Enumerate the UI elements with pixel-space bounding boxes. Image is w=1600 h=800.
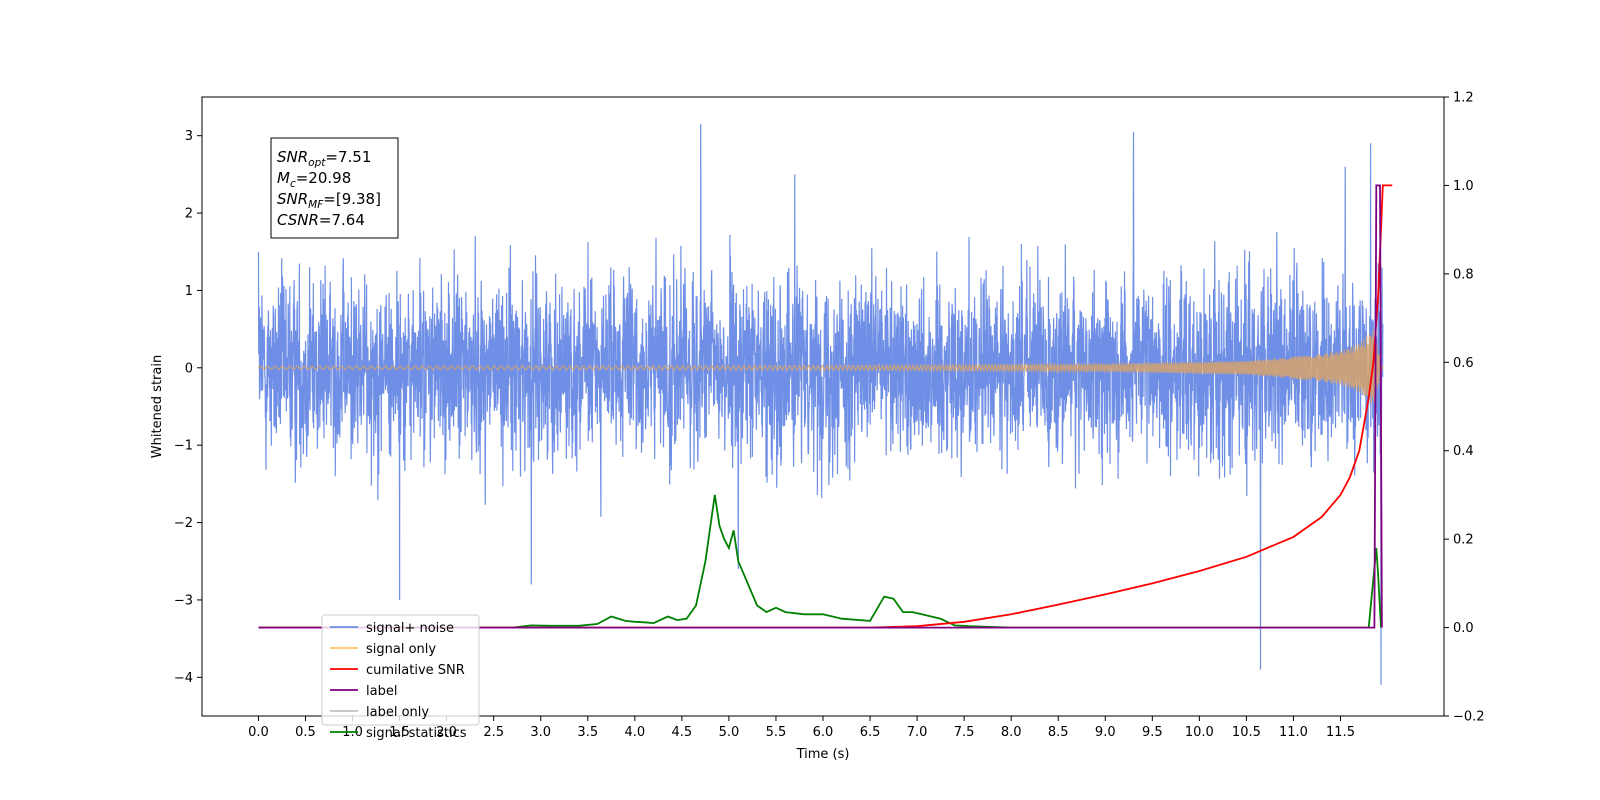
annotation-subscript: c (290, 178, 296, 190)
x-tick-label: 8.5 (1048, 725, 1069, 740)
x-tick-label: 11.0 (1279, 725, 1308, 740)
annotation-value: =7.51 (325, 148, 371, 166)
y2-tick-label: −0.2 (1453, 710, 1485, 725)
x-tick-label: 2.0 (436, 725, 457, 740)
annotation-symbol: SNR (277, 148, 308, 166)
y2-tick-label: 0.8 (1453, 267, 1474, 282)
legend: signal+ noise signal only cumilative SNR la… (321, 614, 480, 741)
y-tick-label: −1 (174, 439, 193, 454)
x-tick-label: 6.5 (860, 725, 881, 740)
x-tick-label: 4.0 (624, 725, 645, 740)
annotation-symbol: CSNR (277, 211, 319, 229)
x-tick-label: 9.0 (1095, 725, 1116, 740)
x-tick-label: 2.5 (483, 725, 504, 740)
y-tick-label: −2 (174, 516, 193, 531)
annotation-subscript: MF (308, 199, 324, 211)
series-line-signal-statistics (258, 494, 1382, 629)
y-tick-label: 0 (185, 361, 193, 376)
x-tick-label: 9.5 (1142, 725, 1163, 740)
x-tick-label: 0.5 (295, 725, 316, 740)
annotation-value: =[9.38] (323, 190, 381, 208)
y-tick-label: 2 (185, 207, 193, 222)
y-tick-label: −4 (174, 671, 193, 686)
series-line-signal-only (257, 329, 1384, 405)
y2-tick-label: 0.4 (1453, 444, 1474, 459)
axes: 0.0 0.5 1.0 1.5 2.0 2.5 3.0 3.5 4.0 4.5 5.0 5.5 6.0 6… (150, 91, 1485, 763)
series-line-label (258, 184, 1383, 629)
x-tick-label: 7.0 (907, 725, 928, 740)
legend-label: label (366, 684, 397, 699)
y2-tick-label: 1.2 (1453, 91, 1474, 106)
x-tick-label: 4.5 (672, 725, 693, 740)
x-tick-label: 6.0 (813, 725, 834, 740)
x-tick-label: 3.5 (577, 725, 598, 740)
annotation-line: SNRopt=7.51 (277, 148, 371, 169)
x-tick-label: 0.0 (248, 725, 269, 740)
y-axis-label: Whitened strain (150, 355, 165, 458)
x-tick-label: 11.5 (1326, 725, 1355, 740)
x-tick-label: 8.0 (1001, 725, 1022, 740)
annotation-symbol: SNR (277, 190, 308, 208)
x-tick-label: 7.5 (954, 725, 975, 740)
annotation-symbol: M (277, 169, 290, 187)
annotation-frame (270, 137, 399, 239)
y2-tick-label: 0.0 (1453, 621, 1474, 636)
y2-tick-label: 0.6 (1453, 356, 1474, 371)
annotation-value: =20.98 (296, 169, 352, 187)
legend-label: signal statistics (366, 726, 467, 741)
x-tick-label: 10.0 (1185, 725, 1214, 740)
x-tick-label: 1.5 (389, 725, 410, 740)
annotation-line: Mc=20.98 (277, 169, 351, 190)
legend-label: signal+ noise (366, 621, 454, 636)
x-tick-label: 5.0 (719, 725, 740, 740)
y-tick-label: 1 (185, 284, 193, 299)
y-tick-label: 3 (185, 129, 193, 144)
plot-area (257, 124, 1393, 686)
annotation-line: CSNR=7.64 (277, 211, 365, 229)
x-tick-label: 5.5 (766, 725, 787, 740)
x-axis-label: Time (s) (796, 747, 850, 762)
legend-label: cumilative SNR (366, 663, 465, 678)
annotation-line: SNRMF=[9.38] (277, 190, 381, 211)
y2-tick-label: 1.0 (1453, 179, 1474, 194)
y2-tick-label: 0.2 (1453, 533, 1474, 548)
legend-label: label only (366, 705, 429, 720)
x-tick-label: 3.0 (530, 725, 551, 740)
legend-frame (321, 614, 480, 726)
y-tick-label: −3 (174, 593, 193, 608)
x-tick-label: 10.5 (1232, 725, 1261, 740)
annotation-subscript: opt (308, 157, 326, 169)
annotation-value: =7.64 (319, 211, 365, 229)
legend-label: signal only (366, 642, 436, 657)
